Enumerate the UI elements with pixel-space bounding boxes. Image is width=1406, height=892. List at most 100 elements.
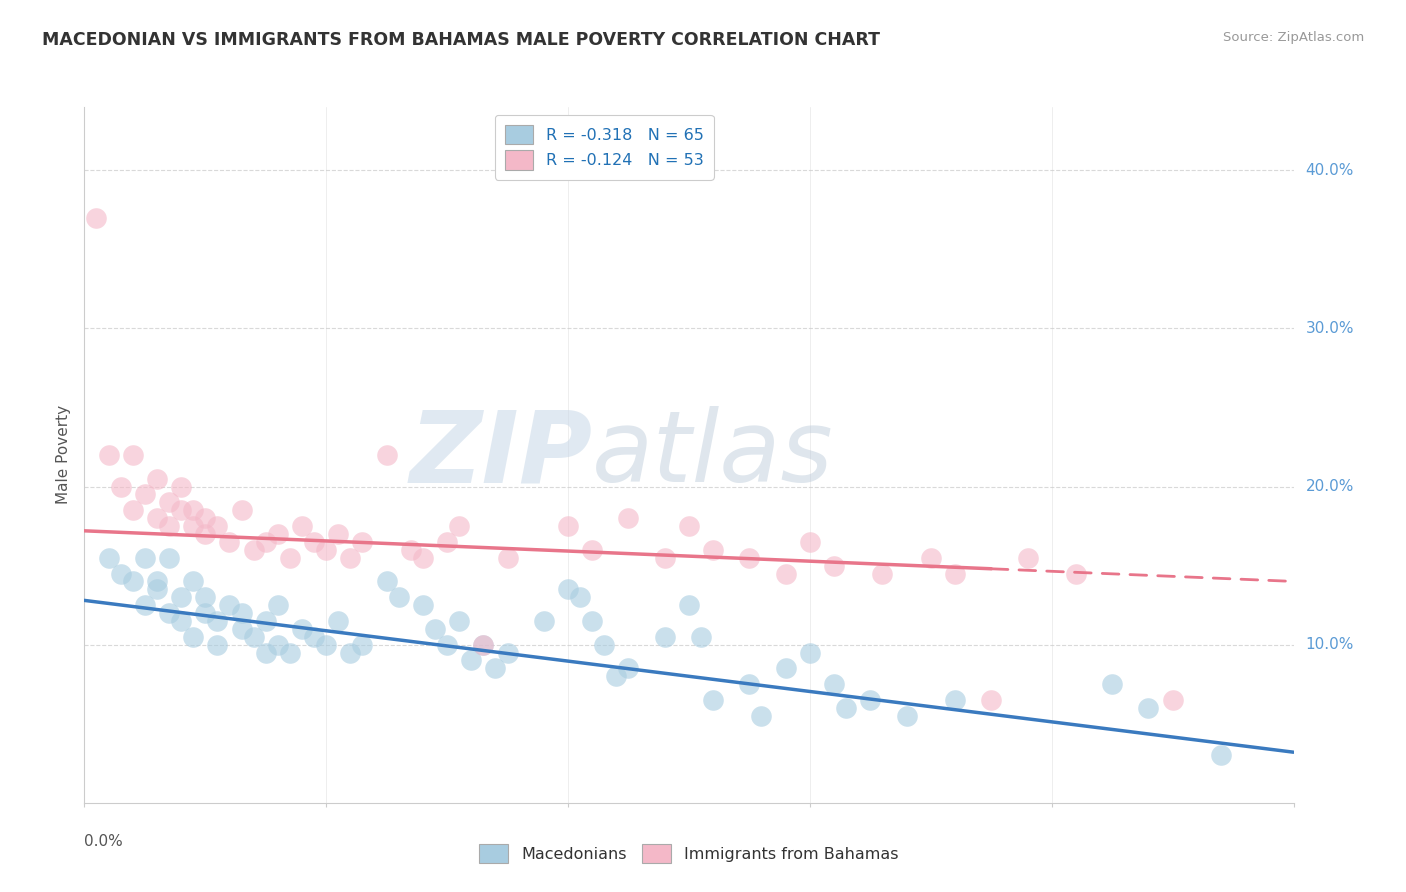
Point (352, 638, 374, 652)
Point (207, 519, 229, 533)
Point (207, 638, 229, 652)
Point (134, 598, 156, 612)
Point (231, 606, 253, 620)
Point (1101, 677, 1123, 691)
Point (617, 661, 640, 675)
Point (302, 534, 325, 549)
Point (267, 598, 290, 612)
Point (181, 519, 204, 533)
Point (472, 638, 495, 652)
Point (181, 630, 204, 644)
Legend: Macedonians, Immigrants from Bahamas: Macedonians, Immigrants from Bahamas (471, 836, 907, 871)
Point (775, 566, 797, 581)
Point (254, 646, 277, 660)
Point (278, 646, 301, 660)
Point (302, 630, 325, 644)
Point (157, 606, 180, 620)
Point (533, 614, 555, 628)
Point (170, 479, 193, 493)
Point (194, 591, 217, 605)
Point (146, 472, 169, 486)
Point (775, 661, 797, 675)
Point (460, 653, 482, 667)
Point (980, 693, 1002, 707)
Text: 30.0%: 30.0% (1306, 321, 1354, 336)
Point (231, 622, 253, 636)
Point (412, 550, 434, 565)
Point (593, 638, 616, 652)
Point (859, 693, 882, 707)
Point (738, 550, 761, 565)
Point (449, 614, 471, 628)
Point (315, 638, 337, 652)
Point (436, 534, 458, 549)
Point (242, 630, 264, 644)
Point (339, 646, 361, 660)
Point (194, 606, 217, 620)
Text: MACEDONIAN VS IMMIGRANTS FROM BAHAMAS MALE POVERTY CORRELATION CHART: MACEDONIAN VS IMMIGRANTS FROM BAHAMAS MA… (42, 31, 880, 49)
Point (110, 566, 132, 581)
Y-axis label: Male Poverty: Male Poverty (56, 405, 72, 505)
Point (943, 566, 966, 581)
Point (1161, 693, 1184, 707)
Point (799, 534, 821, 549)
Text: 20.0%: 20.0% (1306, 479, 1354, 494)
Point (1017, 550, 1039, 565)
Point (617, 511, 640, 525)
Point (569, 591, 592, 605)
Point (181, 574, 204, 589)
Point (291, 622, 314, 636)
Point (557, 582, 579, 597)
Point (267, 638, 290, 652)
Point (194, 511, 217, 525)
Point (738, 677, 761, 691)
Point (267, 527, 290, 541)
Point (605, 669, 627, 683)
Point (134, 550, 156, 565)
Point (496, 550, 519, 565)
Point (121, 574, 143, 589)
Text: 10.0%: 10.0% (1306, 637, 1354, 652)
Point (702, 693, 724, 707)
Point (134, 487, 156, 501)
Point (654, 550, 676, 565)
Point (449, 519, 471, 533)
Point (146, 582, 169, 597)
Point (375, 574, 398, 589)
Point (581, 542, 603, 557)
Point (1209, 748, 1232, 763)
Point (157, 519, 180, 533)
Point (388, 591, 411, 605)
Point (823, 677, 845, 691)
Point (170, 503, 193, 517)
Point (496, 646, 519, 660)
Point (352, 534, 374, 549)
Point (399, 542, 422, 557)
Point (872, 566, 894, 581)
Point (315, 542, 337, 557)
Point (1137, 701, 1160, 715)
Point (751, 708, 773, 723)
Point (654, 630, 676, 644)
Text: 40.0%: 40.0% (1306, 163, 1354, 178)
Point (375, 448, 398, 462)
Point (121, 503, 143, 517)
Point (121, 448, 143, 462)
Point (339, 550, 361, 565)
Point (412, 598, 434, 612)
Point (242, 542, 264, 557)
Point (943, 693, 966, 707)
Point (678, 519, 700, 533)
Point (146, 574, 169, 589)
Point (170, 591, 193, 605)
Point (181, 503, 204, 517)
Point (823, 558, 845, 573)
Point (194, 527, 217, 541)
Point (157, 495, 180, 509)
Point (207, 614, 229, 628)
Point (97, 448, 120, 462)
Point (472, 638, 495, 652)
Point (170, 614, 193, 628)
Point (702, 542, 724, 557)
Point (291, 519, 314, 533)
